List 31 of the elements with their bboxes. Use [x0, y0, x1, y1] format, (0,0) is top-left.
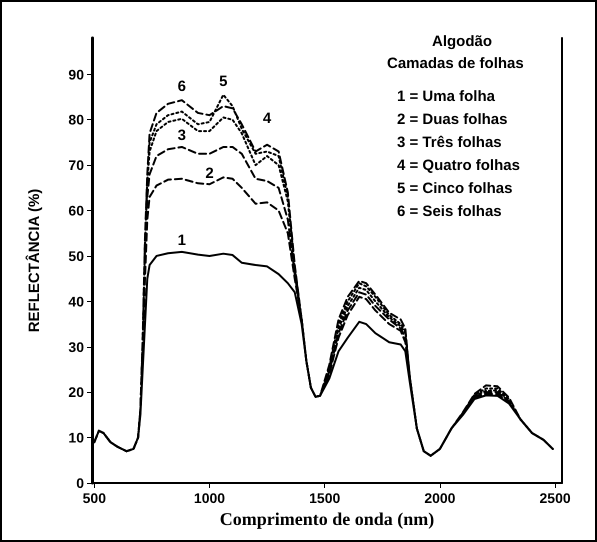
y-tick-label: 50 — [68, 248, 84, 264]
annotation: 4 = Quatro folhas — [397, 157, 520, 174]
x-tick-label: 500 — [82, 490, 106, 506]
y-axis-title: REFLECTÂNCIA (%) — [25, 188, 43, 332]
y-tick-label: 60 — [68, 202, 84, 219]
annotation: 3 = Três folhas — [397, 134, 502, 151]
x-tick-label: 2000 — [424, 490, 456, 506]
y-tick-label: 20 — [68, 384, 84, 400]
series-label: 6 — [178, 78, 186, 96]
annotation: 1 = Uma folha — [397, 88, 496, 105]
x-axis-title: Comprimento de onda (nm) — [220, 508, 434, 529]
series-label: 5 — [219, 72, 228, 90]
series-label: 2 — [205, 165, 214, 182]
y-tick-label: 0 — [76, 475, 84, 491]
annotation: 5 = Cinco folhas — [397, 180, 512, 197]
y-tick-label: 90 — [68, 66, 84, 82]
y-tick-label: 80 — [68, 112, 84, 128]
series-label: 4 — [262, 110, 272, 128]
series-label: 3 — [178, 126, 186, 144]
y-tick-label: 70 — [68, 157, 84, 174]
y-tick-label: 40 — [68, 293, 84, 310]
x-tick-label: 1000 — [194, 490, 226, 506]
x-tick-label: 2500 — [540, 490, 571, 506]
x-tick-label: 1500 — [309, 490, 340, 506]
y-tick-label: 30 — [68, 338, 84, 355]
annotation: 6 = Seis folhas — [397, 203, 502, 220]
annotation: Camadas de folhas — [387, 55, 524, 72]
series-label: 1 — [178, 232, 186, 249]
y-tick-label: 10 — [68, 430, 84, 446]
annotation: 2 = Duas folhas — [397, 111, 508, 128]
annotation: Algodão — [432, 33, 492, 50]
